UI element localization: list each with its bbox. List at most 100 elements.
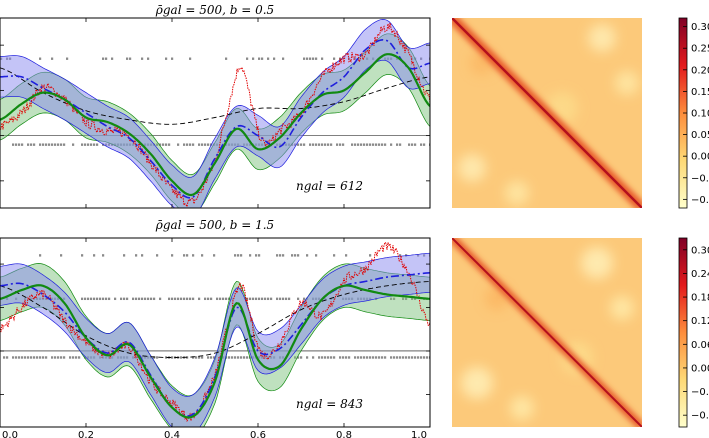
x-tick-label: 0.6 bbox=[250, 430, 266, 438]
galaxy-marker bbox=[321, 356, 324, 359]
galaxy-marker bbox=[423, 143, 426, 146]
galaxy-marker bbox=[198, 356, 201, 359]
galaxy-marker bbox=[45, 356, 48, 359]
galaxy-marker bbox=[312, 143, 315, 146]
galaxy-marker bbox=[240, 356, 243, 359]
blue-mean-band bbox=[0, 252, 430, 427]
galaxy-marker bbox=[237, 356, 240, 359]
covariance-heatmap-bottom: 0.30 0.24 0.18 0.12 0.06 0.00 −0.06 −0.12 bbox=[452, 237, 709, 428]
galaxy-marker bbox=[345, 254, 348, 257]
galaxy-marker bbox=[396, 356, 399, 359]
galaxy-marker bbox=[165, 356, 168, 359]
galaxy-marker bbox=[249, 254, 252, 257]
galaxy-marker bbox=[60, 356, 63, 359]
galaxy-marker bbox=[402, 356, 405, 359]
galaxy-marker bbox=[225, 57, 228, 60]
galaxy-marker bbox=[399, 143, 402, 146]
galaxy-marker bbox=[342, 143, 345, 146]
galaxy-marker bbox=[318, 143, 321, 146]
galaxy-marker bbox=[369, 254, 372, 257]
galaxy-marker bbox=[252, 297, 255, 301]
galaxy-marker bbox=[399, 356, 402, 359]
galaxy-marker bbox=[339, 356, 342, 359]
y-axis: −1012 bbox=[0, 263, 430, 395]
galaxy-marker bbox=[108, 297, 111, 301]
galaxy-marker bbox=[390, 356, 393, 359]
galaxy-marker bbox=[168, 143, 171, 146]
x-tick-label: 1.0 bbox=[411, 430, 427, 438]
heatmap-image bbox=[452, 18, 642, 208]
galaxy-marker bbox=[156, 254, 159, 257]
galaxy-marker bbox=[171, 297, 174, 301]
galaxy-marker bbox=[306, 356, 309, 359]
panel-title: ρ̄gal = 500, b = 0.5 bbox=[155, 3, 274, 17]
colorbar-tick-label: −0.06 bbox=[691, 387, 709, 398]
galaxy-marker bbox=[258, 57, 261, 60]
galaxy-marker bbox=[306, 57, 309, 60]
galaxy-marker bbox=[363, 356, 366, 359]
galaxy-marker bbox=[165, 143, 168, 146]
galaxy-marker bbox=[378, 356, 381, 359]
prior-line bbox=[0, 280, 430, 358]
galaxy-marker bbox=[3, 356, 6, 359]
galaxy-marker bbox=[423, 356, 426, 359]
galaxy-marker bbox=[171, 356, 174, 359]
y-axis: −1012 bbox=[0, 44, 430, 182]
galaxy-marker bbox=[405, 356, 408, 359]
galaxy-marker bbox=[126, 57, 129, 60]
galaxy-marker bbox=[315, 57, 318, 60]
galaxy-marker bbox=[417, 356, 420, 359]
x-axis: 0.0 0.2 0.4 0.6 0.8 1.0 bbox=[0, 238, 431, 438]
line-panel-bottom: ρ̄gal = 500, b = 1.5 −1012 0.00.20.40.60… bbox=[0, 218, 431, 438]
galaxy-marker bbox=[366, 356, 369, 359]
galaxy-marker bbox=[279, 254, 282, 257]
galaxy-marker bbox=[345, 356, 348, 359]
galaxy-marker bbox=[246, 356, 249, 359]
galaxy-marker bbox=[81, 143, 84, 146]
galaxy-marker bbox=[426, 356, 429, 359]
galaxy-marker bbox=[393, 356, 396, 359]
galaxy-marker bbox=[102, 57, 105, 60]
galaxy-marker bbox=[348, 356, 351, 359]
galaxy-marker bbox=[351, 143, 354, 146]
galaxy-marker bbox=[81, 254, 84, 257]
galaxy-marker bbox=[399, 254, 402, 257]
galaxy-marker bbox=[210, 297, 213, 301]
galaxy-marker bbox=[270, 297, 273, 301]
galaxy-marker bbox=[174, 297, 177, 301]
galaxy-marker bbox=[375, 356, 378, 359]
galaxy-marker bbox=[93, 297, 96, 301]
galaxy-marker bbox=[183, 254, 186, 257]
colorbar-tick-label: 0.24 bbox=[691, 269, 709, 280]
galaxy-marker bbox=[291, 254, 294, 257]
galaxy-marker bbox=[39, 254, 42, 257]
colorbar-tick-label: 0.15 bbox=[691, 87, 709, 98]
galaxy-marker bbox=[408, 356, 411, 359]
galaxy-marker bbox=[27, 356, 30, 359]
galaxy-marker bbox=[27, 143, 30, 146]
galaxy-marker bbox=[144, 297, 147, 301]
galaxy-marker bbox=[111, 57, 114, 60]
x-tick-label: 0.4 bbox=[164, 430, 180, 438]
galaxy-marker bbox=[357, 356, 360, 359]
plot-area bbox=[0, 19, 430, 208]
heatmap-blob bbox=[615, 71, 639, 95]
galaxy-marker bbox=[318, 356, 321, 359]
galaxy-marker bbox=[15, 143, 18, 146]
galaxy-marker bbox=[258, 297, 261, 301]
galaxy-marker bbox=[141, 297, 144, 301]
galaxy-marker bbox=[234, 254, 237, 257]
galaxy-marker bbox=[336, 143, 339, 146]
galaxy-marker bbox=[372, 143, 375, 146]
galaxy-marker bbox=[186, 143, 189, 146]
galaxy-marker bbox=[30, 356, 33, 359]
galaxy-marker bbox=[132, 297, 135, 301]
line-panel-top: ρ̄gal = 500, b = 0.5 −1012 ngal = 612 bbox=[0, 3, 431, 209]
colorbar-tick-label: 0.30 bbox=[691, 245, 709, 256]
galaxy-marker bbox=[324, 143, 327, 146]
galaxy-marker bbox=[252, 57, 255, 60]
galaxy-marker bbox=[213, 356, 216, 359]
galaxy-marker bbox=[312, 57, 315, 60]
galaxy-marker bbox=[180, 356, 183, 359]
